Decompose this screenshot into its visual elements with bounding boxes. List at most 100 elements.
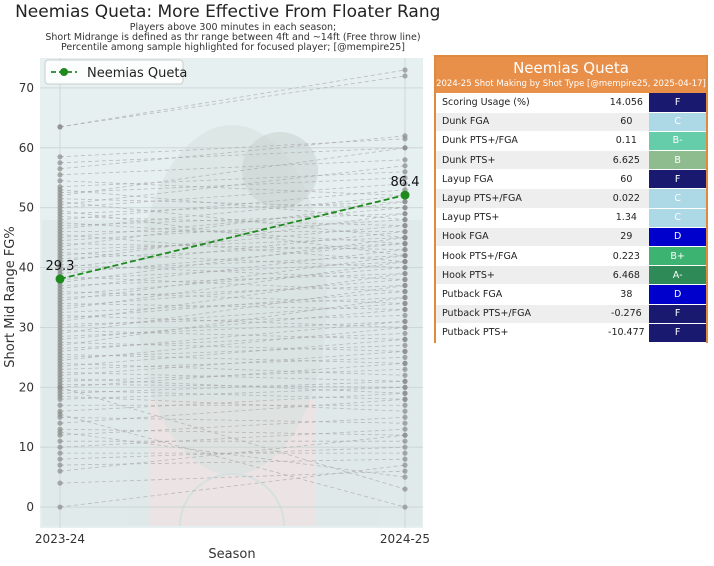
highlight-series: 29.3 86.4 xyxy=(46,175,419,284)
background-series-line xyxy=(59,177,406,194)
stat-grade-badge: C xyxy=(649,208,706,228)
background-series-line xyxy=(59,261,406,280)
background-series-line xyxy=(59,195,406,230)
y-axis-label: Short Mid Range FG% xyxy=(3,226,18,367)
y-tick-label: 20 xyxy=(19,380,34,394)
background-data-point xyxy=(402,282,408,289)
stats-row: Layup FGA 60 F xyxy=(436,169,706,190)
background-data-point xyxy=(57,420,63,426)
background-photo-hint xyxy=(42,125,422,527)
stats-row: Putback PTS+ -10.477 F xyxy=(436,323,706,343)
background-series-line xyxy=(59,428,406,436)
background-series-line xyxy=(59,392,406,412)
stat-label: Layup PTS+/FGA xyxy=(436,188,604,209)
background-data-point xyxy=(402,73,408,79)
background-data-point xyxy=(402,324,408,331)
background-series-line xyxy=(59,315,406,325)
background-data-point xyxy=(402,235,408,241)
background-series-line xyxy=(59,303,406,328)
background-series-line xyxy=(59,219,406,242)
stat-grade-badge: A- xyxy=(649,265,706,286)
stat-grade-badge: B+ xyxy=(649,246,706,267)
x-axis-label: Season xyxy=(208,547,255,562)
background-data-point xyxy=(57,456,63,462)
background-data-point xyxy=(402,330,408,337)
background-data-point xyxy=(402,426,408,432)
background-data-point xyxy=(402,444,408,450)
stats-row: Dunk PTS+ 6.625 B xyxy=(436,150,706,171)
stats-row: Scoring Usage (%) 14.056 F xyxy=(436,93,706,113)
background-series-line xyxy=(59,464,406,508)
background-data-point xyxy=(402,474,408,480)
stat-label: Dunk PTS+ xyxy=(436,150,604,171)
background-data-point xyxy=(57,429,63,435)
stat-label: Dunk FGA xyxy=(436,112,604,132)
background-data-point xyxy=(402,229,408,235)
background-data-point xyxy=(402,396,408,402)
background-data-point xyxy=(57,396,63,402)
y-tick-label: 70 xyxy=(19,81,34,95)
stat-grade-badge: B xyxy=(649,150,706,171)
y-tick-label: 10 xyxy=(19,440,34,454)
stat-label: Putback PTS+/FGA xyxy=(436,304,604,324)
background-data-point xyxy=(402,378,408,384)
stats-row: Dunk PTS+/FGA 0.11 B- xyxy=(436,131,706,152)
background-series-line xyxy=(59,276,406,292)
chart-title: Neemias Queta: More Effective From Float… xyxy=(15,2,440,22)
stats-row: Layup PTS+/FGA 0.022 C xyxy=(436,188,706,209)
background-data-point xyxy=(402,372,408,378)
highlight-data-point xyxy=(55,274,65,284)
background-series-line xyxy=(59,350,406,376)
background-data-point xyxy=(57,504,63,510)
background-series-line xyxy=(59,213,406,262)
background-series-line xyxy=(59,165,406,206)
stat-value: 6.625 xyxy=(603,150,650,171)
background-data-point xyxy=(402,294,408,301)
x-tick-label: 2024-25 xyxy=(380,532,430,546)
background-series-line xyxy=(59,413,406,508)
background-series-line xyxy=(59,207,406,239)
stats-row: Putback FGA 38 D xyxy=(436,284,706,305)
stat-value: 0.223 xyxy=(603,246,650,267)
background-data-point xyxy=(402,456,408,462)
background-series-line xyxy=(59,297,406,346)
background-series-line xyxy=(59,189,406,221)
background-data-point xyxy=(402,276,408,283)
background-data-point xyxy=(402,163,408,169)
background-series-line xyxy=(59,159,406,176)
stats-card-subtitle: 2024-25 Shot Making by Shot Type [@mempi… xyxy=(436,79,706,89)
background-data-point xyxy=(402,288,408,295)
stats-card-header: Neemias Queta 2024-25 Shot Making by Sho… xyxy=(436,57,706,93)
legend-box xyxy=(44,59,184,85)
background-series-line xyxy=(59,377,406,394)
background-series-line xyxy=(59,225,406,256)
background-series-line xyxy=(59,428,406,448)
background-data-point xyxy=(402,438,408,444)
background-series-line xyxy=(59,386,406,400)
stat-value: 0.11 xyxy=(603,131,650,152)
background-series-line xyxy=(59,321,406,352)
stats-row: Layup PTS+ 1.34 C xyxy=(436,208,706,228)
background-series-line xyxy=(59,180,406,197)
background-data-point xyxy=(402,205,408,211)
background-series-line xyxy=(59,470,406,484)
background-series-line xyxy=(59,198,406,209)
background-series-line xyxy=(59,243,406,259)
background-series-line xyxy=(59,237,406,250)
background-series-line xyxy=(59,362,406,376)
background-series-line xyxy=(59,201,406,215)
background-series-line xyxy=(59,75,406,128)
background-series-line xyxy=(59,371,406,382)
background-series-line xyxy=(59,213,406,227)
background-data-point xyxy=(402,264,408,271)
background-data-point xyxy=(402,169,408,175)
y-tick-label: 40 xyxy=(19,261,34,275)
background-series-line xyxy=(59,201,406,247)
background-data-point xyxy=(402,450,408,456)
background-data-point xyxy=(402,145,408,151)
background-series-line xyxy=(59,344,406,358)
background-series-line xyxy=(59,321,406,337)
stats-row: Dunk FGA 60 C xyxy=(436,112,706,132)
stats-card: Neemias Queta 2024-25 Shot Making by Sho… xyxy=(434,55,708,343)
background-series-line xyxy=(59,189,406,221)
